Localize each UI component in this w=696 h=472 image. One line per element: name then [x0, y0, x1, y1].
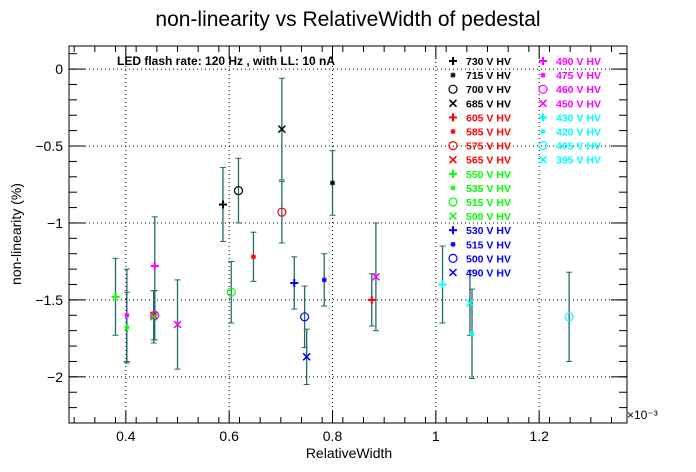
legend-marker — [450, 241, 456, 247]
legend-marker — [449, 226, 457, 235]
data-point — [233, 186, 244, 196]
legend-marker — [450, 72, 456, 78]
data-point — [300, 312, 310, 322]
y-tick-label: −2 — [47, 369, 63, 385]
legend-marker — [450, 129, 456, 134]
chart-title: non-linearity vs RelativeWidth of pedest… — [155, 8, 540, 31]
axis-ticks: 0.4 0.6 0.8 1 1.2 0 −0.5 −1 −1.5 −2 — [35, 46, 627, 444]
data-point — [564, 312, 574, 322]
legend-label: 460 V HV — [556, 84, 601, 96]
data-point — [277, 207, 287, 217]
x-tick-label: 0.8 — [323, 428, 343, 444]
legend-label: 500 V HV — [466, 253, 511, 265]
data-point — [438, 280, 447, 289]
x-tick-label: 1 — [432, 428, 440, 444]
data-point — [111, 292, 120, 301]
data-point — [150, 310, 160, 320]
data-point — [150, 262, 159, 271]
legend-label: 450 V HV — [556, 98, 601, 110]
legend-label: 535 V HV — [466, 183, 511, 195]
data-point — [124, 325, 130, 331]
data-point — [124, 312, 130, 318]
legend-label: 730 V HV — [466, 56, 511, 68]
legend: 730 V HV 715 V HV 700 V HV 685 V HV 605 V HV… — [448, 56, 601, 280]
data-points — [111, 125, 574, 361]
legend-marker — [448, 84, 458, 94]
data-point — [371, 272, 380, 281]
grid — [69, 46, 627, 423]
legend-label: 395 V HV — [556, 155, 601, 167]
legend-marker — [540, 129, 546, 134]
legend-marker — [450, 185, 456, 191]
legend-marker — [538, 141, 548, 151]
legend-marker — [448, 268, 458, 277]
legend-label: 515 V HV — [466, 197, 511, 209]
legend-label: 420 V HV — [556, 127, 601, 139]
legend-label: 515 V HV — [466, 239, 511, 251]
legend-label: 715 V HV — [466, 70, 511, 82]
x-tick-label: 0.6 — [219, 428, 239, 444]
data-point — [469, 331, 475, 337]
legend-marker — [448, 99, 458, 108]
data-point — [250, 254, 256, 260]
legend-marker — [538, 155, 548, 164]
y-tick-label: 0 — [55, 61, 63, 77]
legend-label: 685 V HV — [466, 98, 511, 110]
legend-label: 430 V HV — [556, 112, 601, 124]
legend-marker — [539, 57, 547, 65]
legend-marker — [538, 84, 548, 94]
legend-label: 405 V HV — [556, 141, 601, 153]
data-point — [321, 277, 327, 283]
legend-label: 530 V HV — [466, 225, 511, 237]
y-axis-label: non-linearity (%) — [8, 183, 24, 285]
legend-label: 585 V HV — [466, 127, 511, 139]
y-tick-label: −0.5 — [35, 138, 63, 154]
legend-marker — [448, 197, 458, 207]
data-point — [173, 320, 182, 329]
data-point — [465, 298, 474, 308]
y-tick-label: −1.5 — [35, 292, 63, 308]
legend-marker — [448, 141, 458, 151]
data-point — [290, 278, 299, 287]
legend-marker — [448, 155, 458, 164]
data-point — [302, 352, 311, 361]
data-point — [218, 200, 227, 209]
legend-marker — [539, 113, 547, 122]
plot-frame — [68, 45, 628, 424]
annotation: LED flash rate: 120 Hz , with LL: 10 nA — [117, 54, 335, 68]
legend-marker — [449, 113, 457, 122]
data-point — [330, 180, 335, 186]
legend-label: 565 V HV — [466, 155, 511, 167]
legend-label: 490 V HV — [466, 268, 511, 280]
legend-label: 475 V HV — [556, 70, 601, 82]
legend-marker — [448, 212, 458, 221]
data-point — [367, 295, 376, 304]
legend-marker — [540, 72, 546, 78]
x-tick-label: 0.4 — [116, 428, 136, 444]
legend-marker — [538, 99, 548, 108]
x-axis-label: RelativeWidth — [306, 445, 392, 461]
legend-marker — [449, 57, 457, 65]
data-point — [277, 125, 286, 134]
x-tick-label: 1.2 — [529, 428, 549, 444]
legend-label: 575 V HV — [466, 141, 511, 153]
legend-label: 605 V HV — [466, 112, 511, 124]
legend-marker — [449, 169, 457, 178]
legend-label: 550 V HV — [466, 169, 511, 181]
data-point — [226, 287, 236, 297]
legend-label: 500 V HV — [466, 211, 511, 223]
legend-label: 490 V HV — [556, 56, 601, 68]
y-tick-label: −1 — [47, 215, 63, 231]
legend-marker — [448, 253, 458, 263]
x-axis-exponent: ×10⁻³ — [627, 408, 658, 422]
legend-label: 700 V HV — [466, 84, 511, 96]
